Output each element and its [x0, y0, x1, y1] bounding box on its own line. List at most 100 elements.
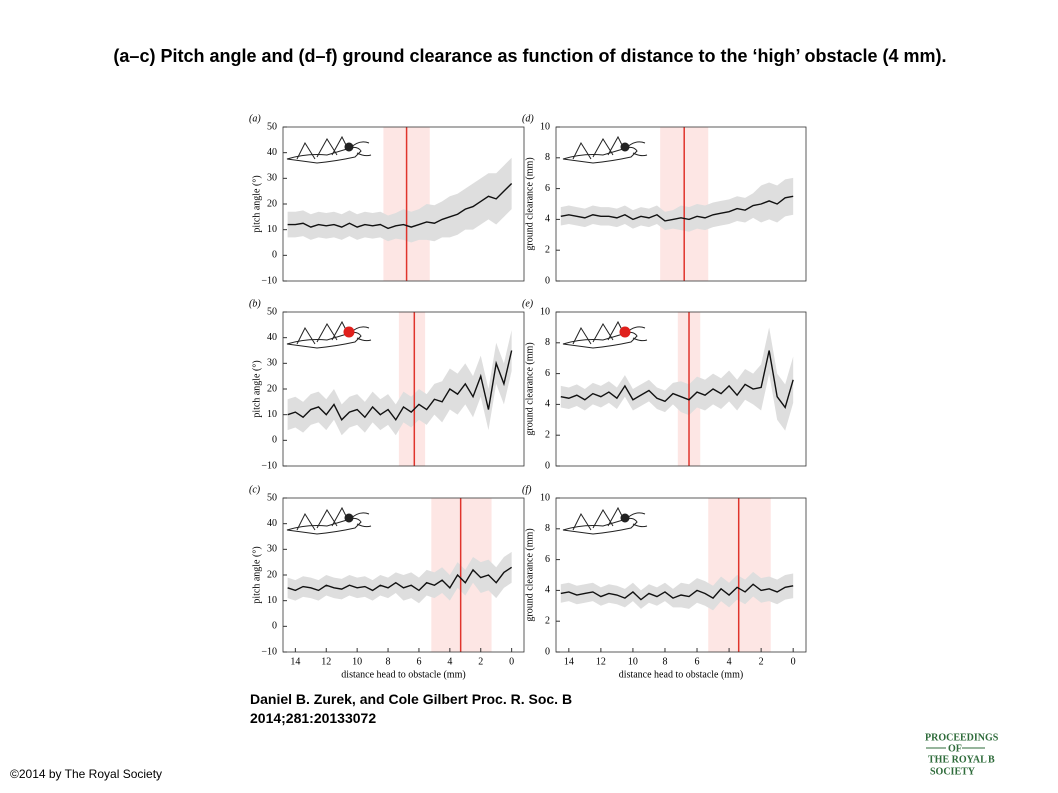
panel: 0 2 4 6 8 10 14 12 10 8 6 4 2 0 (f) ground clearance (m…	[522, 484, 807, 680]
mean-line	[560, 350, 794, 410]
y-tick-label: 6	[545, 183, 550, 194]
panel: 0 2 4 6 8 10 (d) ground clearance (mm)	[522, 113, 807, 286]
mean-line	[287, 350, 513, 422]
y-tick-label: 0	[272, 435, 277, 446]
y-tick-label: −10	[261, 646, 277, 657]
panel-label: (b)	[249, 298, 261, 309]
error-band	[287, 551, 512, 604]
y-tick-label: 10	[267, 224, 277, 235]
insect-icon	[286, 507, 372, 535]
y-tick-label: 6	[545, 554, 550, 565]
mean-line	[287, 182, 513, 230]
logo-text: B	[988, 754, 995, 765]
panel-label: (f)	[522, 484, 532, 495]
y-tick-label: 20	[267, 569, 277, 580]
y-tick-label: 0	[545, 646, 550, 657]
x-tick-label: 2	[759, 656, 764, 667]
y-tick-label: 10	[540, 121, 550, 132]
panel-label: (c)	[249, 484, 261, 495]
panel-label: (e)	[522, 298, 534, 309]
logo-text: OF	[948, 743, 962, 754]
mean-line	[287, 566, 513, 592]
y-tick-label: 10	[267, 409, 277, 420]
panel-label: (a)	[249, 113, 261, 124]
y-tick-label: −10	[261, 275, 277, 286]
y-axis-label: ground clearance (mm)	[524, 528, 535, 621]
y-tick-label: 6	[545, 368, 550, 379]
citation: Daniel B. Zurek, and Cole Gilbert Proc. …	[250, 691, 573, 726]
error-band	[287, 329, 512, 436]
highlight-span	[398, 312, 426, 466]
y-tick-label: 2	[545, 615, 550, 626]
y-tick-label: 2	[545, 429, 550, 440]
y-tick-label: 0	[272, 621, 277, 632]
x-tick-label: 8	[386, 656, 391, 667]
x-tick-label: 10	[352, 656, 362, 667]
x-tick-label: 2	[478, 656, 483, 667]
x-axis-label: distance head to obstacle (mm)	[341, 669, 465, 680]
y-tick-label: 20	[267, 198, 277, 209]
axes-frame	[555, 311, 807, 467]
y-tick-label: 8	[545, 337, 550, 348]
y-tick-label: 30	[267, 358, 277, 369]
mean-line	[560, 195, 794, 222]
panel: 0 2 4 6 8 10 (e) ground clearance (mm)	[522, 298, 807, 471]
panel: −10 0 10 20 30 40 50 (b) pitch angle (°)	[249, 298, 525, 471]
insect-icon	[286, 136, 372, 164]
x-tick-label: 4	[447, 656, 452, 667]
y-axis-label: pitch angle (°)	[251, 546, 262, 603]
y-tick-label: 20	[267, 383, 277, 394]
y-axis-label: pitch angle (°)	[251, 360, 262, 417]
axes-frame	[555, 126, 807, 282]
y-tick-label: 4	[545, 585, 550, 596]
y-tick-label: 4	[545, 399, 550, 410]
panel: −10 0 10 20 30 40 50 (a) pitch angle (°)	[249, 113, 525, 286]
error-band	[560, 177, 794, 232]
y-tick-label: 0	[272, 250, 277, 261]
logo-text: PROCEEDINGS	[925, 732, 999, 743]
insect-icon	[562, 321, 648, 349]
x-tick-label: 6	[695, 656, 700, 667]
y-tick-label: 30	[267, 173, 277, 184]
x-tick-label: 0	[791, 656, 796, 667]
error-band	[287, 157, 512, 243]
y-tick-label: 40	[267, 518, 277, 529]
x-tick-label: 8	[662, 656, 667, 667]
y-tick-label: 10	[540, 492, 550, 503]
error-band	[560, 571, 794, 611]
x-tick-label: 4	[727, 656, 732, 667]
x-tick-label: 0	[509, 656, 514, 667]
y-tick-label: 0	[545, 460, 550, 471]
insect-icon	[286, 321, 372, 349]
x-tick-label: 12	[321, 656, 331, 667]
x-tick-label: 10	[628, 656, 638, 667]
y-tick-label: 0	[545, 275, 550, 286]
x-tick-label: 14	[290, 656, 300, 667]
panel-label: (d)	[522, 113, 534, 124]
logo-text: SOCIETY	[930, 766, 976, 777]
x-tick-label: 12	[596, 656, 606, 667]
y-tick-label: 2	[545, 244, 550, 255]
y-tick-label: −10	[261, 460, 277, 471]
highlight-span	[708, 498, 771, 652]
y-tick-label: 4	[545, 214, 550, 225]
y-tick-label: 50	[267, 121, 277, 132]
insect-icon	[562, 507, 648, 535]
y-tick-label: 50	[267, 492, 277, 503]
slide-title: (a–c) Pitch angle and (d–f) ground clear…	[113, 46, 947, 66]
axes-frame	[555, 497, 807, 653]
y-tick-label: 10	[540, 306, 550, 317]
y-tick-label: 40	[267, 332, 277, 343]
x-axis-label: distance head to obstacle (mm)	[619, 669, 743, 680]
logo: PROCEEDINGS OF THE ROYAL SOCIETY B	[925, 732, 999, 777]
y-tick-label: 30	[267, 544, 277, 555]
y-axis-label: ground clearance (mm)	[524, 157, 535, 250]
logo-text: THE ROYAL	[928, 754, 987, 765]
y-tick-label: 10	[267, 595, 277, 606]
y-tick-label: 40	[267, 147, 277, 158]
x-tick-label: 14	[564, 656, 574, 667]
x-tick-label: 6	[416, 656, 421, 667]
